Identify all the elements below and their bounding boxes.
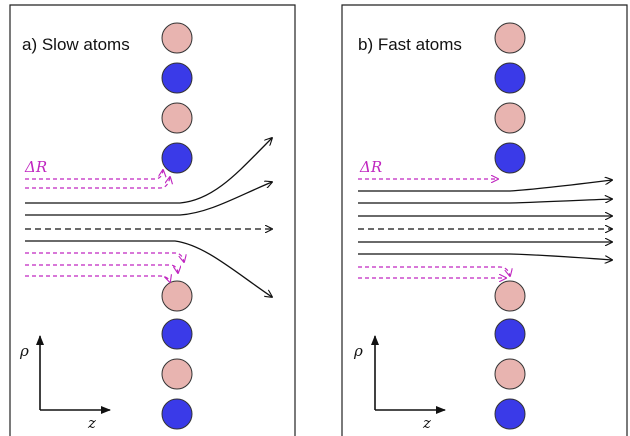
- delta-r-arrows: [358, 179, 510, 278]
- trajectory-line: [358, 180, 612, 192]
- trajectories: [358, 180, 612, 260]
- atom-blue: [494, 142, 526, 174]
- panel-title: a) Slow atoms: [22, 35, 130, 54]
- atom-blue: [161, 398, 193, 430]
- atom-pink: [494, 22, 526, 54]
- rho-axis-label: ρ: [19, 342, 29, 360]
- trajectory-line: [25, 182, 272, 216]
- delta-r-arrow: [25, 276, 170, 282]
- delta-r-arrow: [25, 170, 163, 180]
- trajectories: [25, 138, 272, 297]
- delta-r-arrows: [25, 170, 184, 282]
- trajectory-line: [25, 138, 272, 204]
- panel-frame: [9, 4, 296, 436]
- atom-blue: [494, 318, 526, 350]
- delta-r-label: ΔR: [24, 158, 47, 176]
- panel-fast-atoms: b) Fast atoms ΔR ρ: [341, 4, 628, 436]
- panel-frame: [341, 4, 628, 436]
- atom-pink: [161, 22, 193, 54]
- coordinate-axes: ρ z: [19, 335, 111, 432]
- z-axis-label: z: [87, 414, 96, 432]
- delta-r-arrow: [25, 264, 178, 273]
- atom-column: [161, 22, 193, 430]
- atom-blue: [494, 398, 526, 430]
- coordinate-axes: ρ z: [353, 335, 446, 432]
- atom-pink: [494, 102, 526, 134]
- panel-title: b) Fast atoms: [358, 35, 462, 54]
- delta-r-arrow: [25, 252, 184, 262]
- atom-pink: [161, 358, 193, 390]
- atom-pink: [494, 280, 526, 312]
- delta-r-label: ΔR: [359, 158, 382, 176]
- panel-slow-atoms: a) Slow atoms ΔR ρ: [9, 4, 296, 436]
- atom-column: [494, 22, 526, 430]
- atom-blue: [161, 318, 193, 350]
- trajectory-line: [358, 253, 612, 260]
- atom-pink: [494, 358, 526, 390]
- atom-pink: [161, 102, 193, 134]
- z-axis-label: z: [422, 414, 431, 432]
- trajectory-line: [358, 199, 612, 204]
- trajectory-line: [25, 240, 272, 297]
- atom-blue: [161, 62, 193, 94]
- atom-blue: [161, 142, 193, 174]
- atom-pink: [161, 280, 193, 312]
- delta-r-arrow: [358, 266, 510, 276]
- rho-axis-label: ρ: [353, 342, 363, 360]
- delta-r-arrow: [25, 177, 170, 189]
- atom-blue: [494, 62, 526, 94]
